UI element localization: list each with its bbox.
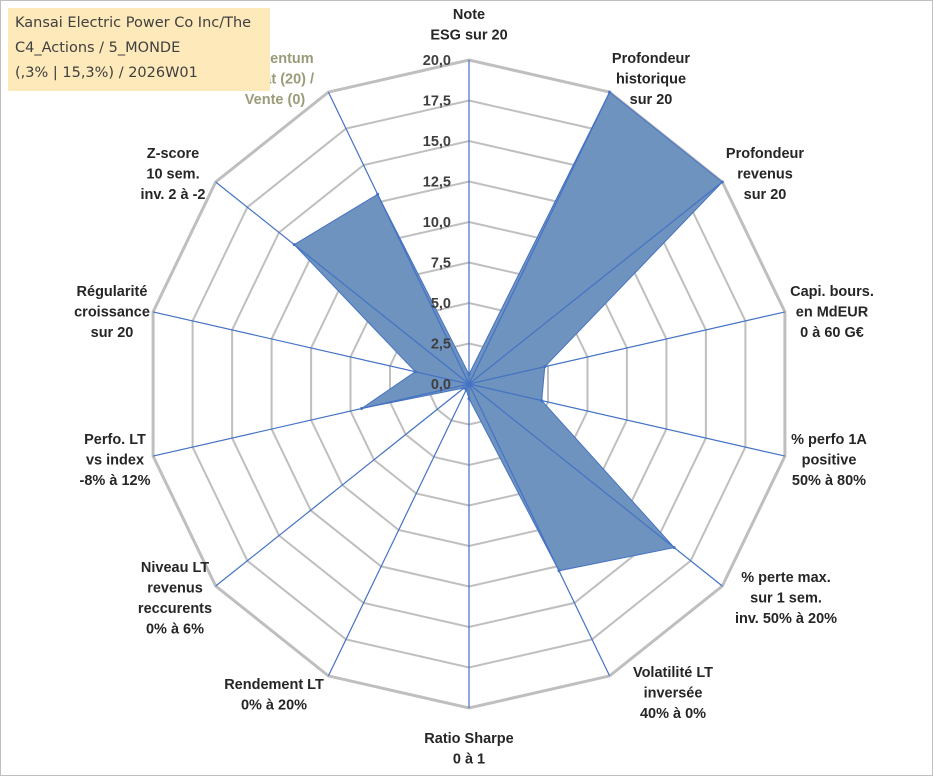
axis-spoke	[468, 383, 611, 677]
axis-label-line: % perte max.	[741, 570, 830, 586]
axis-label-line: inv. 50% à 20%	[735, 611, 837, 627]
axis-label-line: Vente (0)	[245, 92, 306, 108]
axis-label-line: sur 20	[630, 92, 673, 108]
axis-label-line: revenus	[147, 581, 203, 597]
axis-label-line: sur 1 sem.	[750, 591, 822, 607]
axis-label: Ratio Sharpe 0 à 1	[424, 731, 513, 768]
tick-label: 0,0	[431, 377, 451, 393]
axis-spoke	[468, 91, 611, 385]
axis-label: Volatilité LT inversée 40% à 0%	[633, 665, 713, 722]
axis-label: Niveau LT revenus reccurents 0% à 6%	[138, 560, 212, 638]
axis-label-line: 40% à 0%	[640, 706, 706, 722]
axis-spoke	[152, 383, 470, 457]
axis-label: Note ESG sur 20	[430, 7, 507, 44]
title-line-1: Kansai Electric Power Co Inc/The	[15, 15, 252, 31]
radar-axis-labels: Note ESG sur 20 Profondeur historique sur 20…	[74, 7, 874, 768]
axis-spoke	[215, 383, 470, 587]
axis-label-line: sur 20	[91, 325, 134, 341]
axis-label-line: 0% à 6%	[146, 622, 204, 638]
axis-spoke	[468, 383, 786, 457]
axis-label-line: Note	[453, 7, 485, 23]
axis-spoke	[468, 383, 723, 587]
axis-label: Perfo. LT vs index -8% à 12%	[80, 432, 151, 489]
axis-label-line: Profondeur	[612, 51, 690, 67]
axis-label-line: vs index	[86, 453, 144, 469]
axis-label: Capi. bours. en MdEUR 0 à 60 G€	[790, 284, 874, 341]
axis-label-line: 0 à 1	[453, 752, 485, 768]
axis-label-line: positive	[802, 453, 857, 469]
axis-spoke	[468, 181, 723, 385]
axis-label-line: revenus	[737, 167, 793, 183]
axis-label-line: en MdEUR	[796, 305, 869, 321]
axis-label-line: 10 sem.	[146, 167, 199, 183]
axis-label-line: Régularité	[77, 284, 148, 300]
tick-label: 7,5	[431, 256, 451, 272]
axis-label-line: Volatilité LT	[633, 665, 713, 681]
axis-spoke	[327, 91, 470, 385]
axis-label-line: -8% à 12%	[80, 473, 151, 489]
axis-spoke	[468, 311, 786, 385]
axis-label: Rendement LT 0% à 20%	[224, 677, 324, 714]
axis-label: % perte max. sur 1 sem. inv. 50% à 20%	[735, 570, 837, 627]
tick-label: 17,5	[423, 94, 451, 110]
tick-label: 15,0	[423, 134, 451, 150]
axis-spoke	[327, 383, 470, 677]
axis-label-line: croissance	[74, 305, 150, 321]
axis-label-line: 0% à 20%	[241, 698, 307, 714]
radar-series	[292, 90, 724, 573]
radar-spokes	[152, 60, 786, 708]
axis-label-line: Capi. bours.	[790, 284, 874, 300]
chart-title-box: Kansai Electric Power Co Inc/The C4_Acti…	[8, 8, 270, 91]
axis-label-line: % perfo 1A	[791, 432, 867, 448]
radar-tick-labels: 0,0 2,5 5,0 7,5 10,0 12,5 15,0 17,5 20,0	[423, 53, 451, 393]
axis-label-line: Profondeur	[726, 146, 804, 162]
axis-label-line: inversée	[644, 686, 703, 702]
axis-label: Z-score 10 sem. inv. 2 à -2	[140, 146, 205, 203]
axis-label-line: 50% à 80%	[792, 473, 866, 489]
axis-label-line: Niveau LT	[141, 560, 209, 576]
axis-label-line: Rendement LT	[224, 677, 324, 693]
axis-label: Profondeur revenus sur 20	[726, 146, 804, 203]
tick-label: 2,5	[431, 337, 451, 353]
axis-label-line: reccurents	[138, 601, 212, 617]
axis-label: Régularité croissance sur 20	[74, 284, 150, 341]
axis-label-line: historique	[616, 72, 686, 88]
axis-label-line: ESG sur 20	[430, 28, 507, 44]
axis-label: Profondeur historique sur 20	[612, 51, 690, 108]
axis-label-line: inv. 2 à -2	[140, 187, 205, 203]
axis-label-line: sur 20	[744, 187, 787, 203]
axis-spoke	[215, 181, 470, 385]
tick-label: 10,0	[423, 215, 451, 231]
axis-label-line: 0 à 60 G€	[800, 325, 864, 341]
title-line-3: (,3% | 15,3%) / 2026W01	[15, 65, 198, 81]
tick-label: 12,5	[423, 175, 451, 191]
axis-spoke	[152, 311, 470, 385]
axis-label-line: Perfo. LT	[84, 432, 146, 448]
tick-label: 20,0	[423, 53, 451, 69]
title-line-2: C4_Actions / 5_MONDE	[15, 40, 181, 56]
axis-label-line: Ratio Sharpe	[424, 731, 513, 747]
tick-label: 5,0	[431, 296, 451, 312]
axis-label: % perfo 1A positive 50% à 80%	[791, 432, 867, 489]
axis-label-line: Z-score	[147, 146, 199, 162]
